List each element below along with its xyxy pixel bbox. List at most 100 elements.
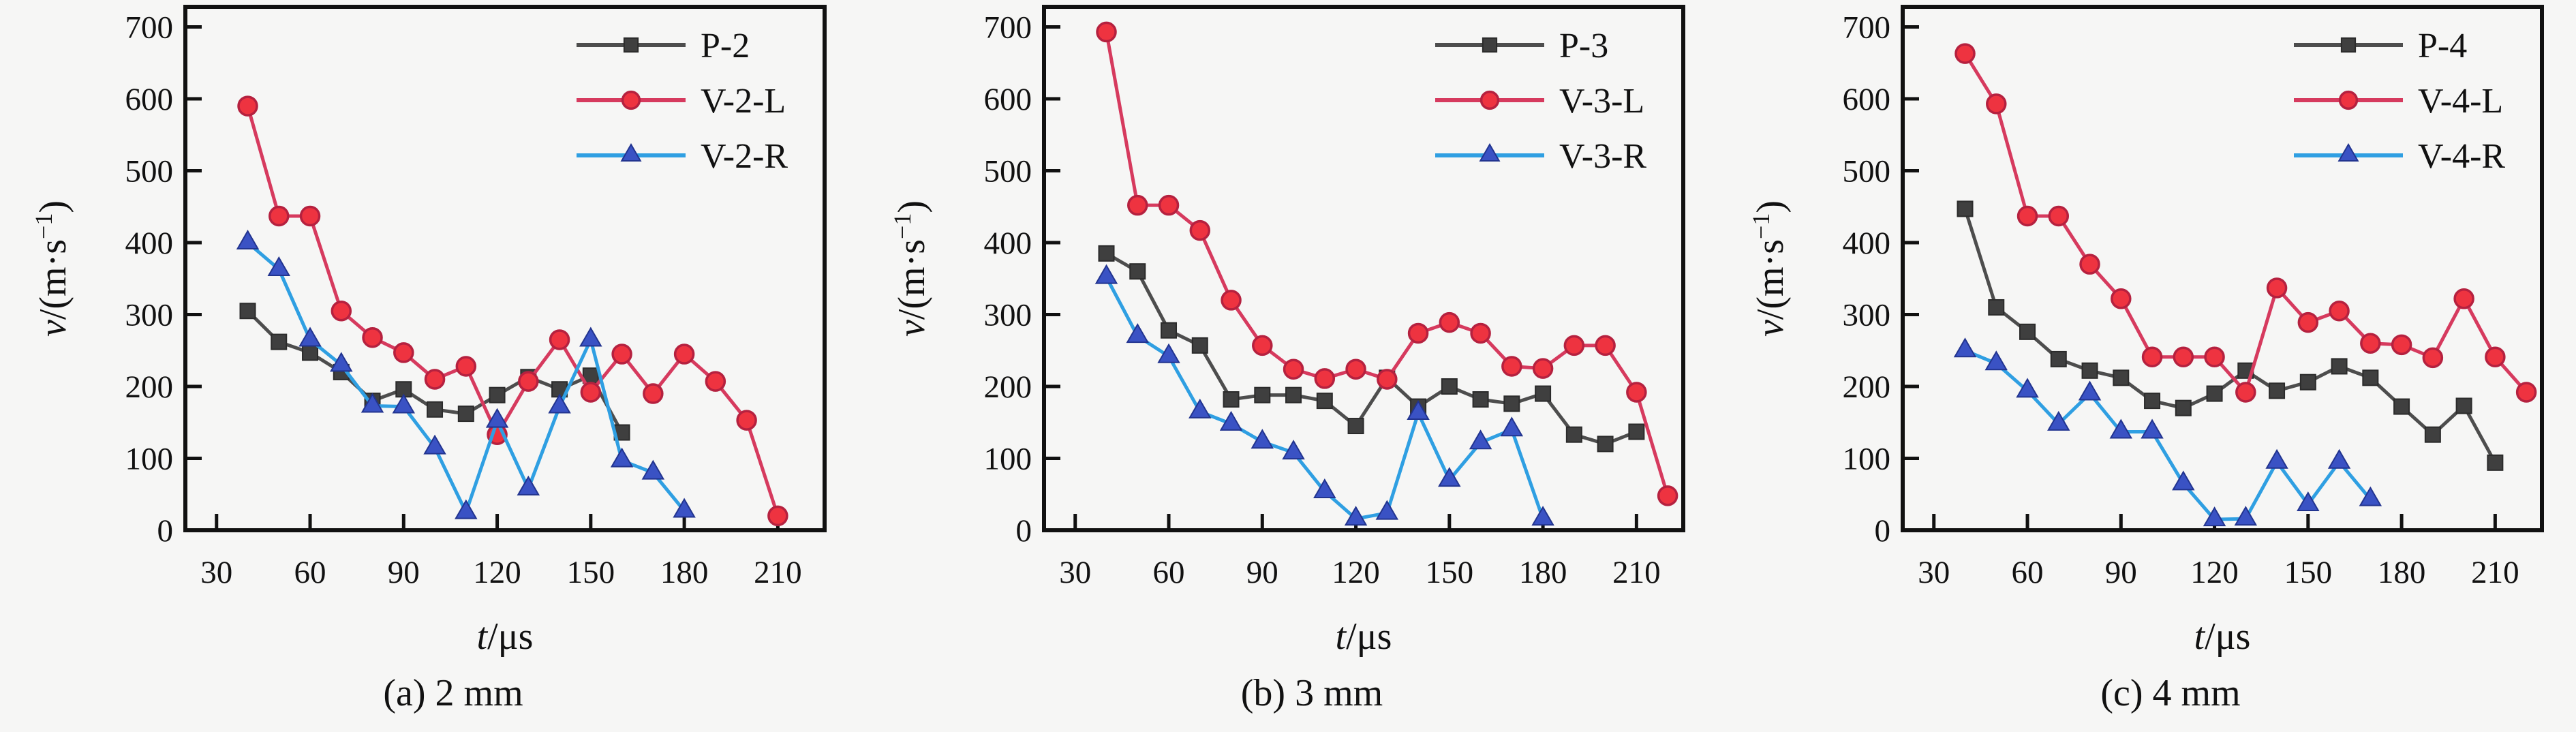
- triangle-marker: [1189, 398, 1212, 418]
- series-P-3: [1098, 245, 1645, 453]
- square-marker: [2487, 454, 2504, 471]
- series-V-3-L: [1096, 21, 1678, 506]
- circle-marker: [1158, 194, 1180, 216]
- circle-marker: [2297, 311, 2319, 333]
- y-tick-label: 600: [1843, 82, 1891, 117]
- legend-label: P-3: [1559, 27, 1608, 65]
- circle-marker: [1626, 382, 1647, 403]
- square-marker: [1129, 263, 1146, 280]
- circle-marker: [1189, 219, 1211, 241]
- chart-caption-a: (a) 2 mm: [383, 672, 523, 714]
- x-tick-label: 60: [2012, 555, 2044, 590]
- circle-marker: [2204, 346, 2225, 368]
- circle-marker: [643, 383, 664, 404]
- x-tick-label: 180: [660, 555, 709, 590]
- series-V-3-R: [1094, 264, 1554, 526]
- triangle-marker: [1375, 500, 1399, 520]
- y-tick-label: 700: [125, 10, 174, 46]
- series-line: [246, 241, 686, 515]
- y-tick-label: 300: [1843, 298, 1891, 333]
- chart-panel-b: 30 60 90 120 150 180 210 0 100 200 300 400 500 600 700…: [859, 0, 1717, 732]
- square-marker: [2362, 369, 2379, 386]
- triangle-marker: [1219, 410, 1243, 431]
- square-marker: [1988, 299, 2005, 316]
- series-P-4: [1957, 200, 2504, 471]
- square-marker: [1223, 391, 1240, 408]
- circle-marker: [1501, 356, 1522, 377]
- square-marker: [2206, 385, 2223, 402]
- y-tick-label: 700: [1843, 10, 1891, 46]
- triangle-marker: [1500, 416, 1524, 437]
- square-marker: [1597, 436, 1614, 453]
- y-tick-label: 700: [984, 10, 1032, 46]
- y-tick-label: 0: [157, 513, 174, 549]
- legend: P-3 V-3-L V-3-R: [1435, 27, 1646, 176]
- triangle-marker: [1479, 143, 1501, 162]
- x-tick-label: 210: [754, 555, 802, 590]
- circle-marker: [2515, 382, 2537, 403]
- x-tick-label: 90: [388, 555, 420, 590]
- chart-b: 30 60 90 120 150 180 210 0 100 200 300 400 500 600 700…: [889, 5, 1685, 658]
- square-marker: [489, 386, 506, 403]
- legend-label: V-4-R: [2418, 137, 2505, 176]
- y-tick-label: 300: [984, 298, 1032, 333]
- x-tick-label: 60: [294, 555, 326, 590]
- circle-marker: [2338, 90, 2359, 110]
- square-marker: [457, 406, 474, 423]
- x-tick-label: 150: [2284, 555, 2333, 590]
- triangle-marker: [2359, 486, 2382, 506]
- x-tick-label: 150: [567, 555, 615, 590]
- square-marker: [1316, 393, 1333, 410]
- x-tick-label: 60: [1153, 555, 1185, 590]
- circle-marker: [1657, 485, 1678, 506]
- y-tick-label: 200: [984, 369, 1032, 405]
- circle-marker: [1252, 335, 1273, 356]
- square-marker: [1254, 386, 1271, 403]
- triangle-marker: [1984, 350, 2008, 371]
- circle-marker: [1096, 21, 1117, 43]
- circle-marker: [2422, 347, 2444, 369]
- plot-border: [183, 5, 827, 532]
- circle-marker: [1314, 368, 1336, 389]
- circle-marker: [1986, 93, 2007, 115]
- x-tick-label: 180: [2378, 555, 2426, 590]
- circle-marker: [705, 371, 726, 392]
- triangle-marker: [236, 230, 260, 250]
- circle-marker: [269, 205, 290, 227]
- triangle-marker: [2297, 491, 2320, 512]
- legend-label: V-2-L: [701, 82, 786, 121]
- circle-marker: [2141, 346, 2163, 368]
- square-marker: [1503, 395, 1520, 412]
- circle-marker: [1563, 335, 1585, 356]
- x-tick-label: 30: [200, 555, 232, 590]
- square-marker: [2144, 393, 2161, 410]
- circle-marker: [2111, 288, 2132, 309]
- triangle-marker: [2265, 448, 2288, 469]
- chart-caption-b: (b) 3 mm: [1240, 672, 1383, 714]
- series-V-2-R: [236, 230, 696, 519]
- circle-marker: [2017, 205, 2038, 227]
- triangle-marker: [2141, 418, 2164, 439]
- square-marker: [239, 303, 256, 320]
- x-tick-label: 210: [1612, 555, 1661, 590]
- triangle-marker: [485, 408, 509, 428]
- circle-marker: [1479, 90, 1500, 110]
- y-tick-label: 200: [1843, 369, 1891, 405]
- legend-label: V-3-R: [1559, 137, 1646, 176]
- triangle-marker: [267, 256, 290, 277]
- circle-marker: [237, 95, 258, 117]
- circle-marker: [580, 382, 602, 403]
- square-marker: [2424, 426, 2441, 443]
- triangle-marker: [1126, 323, 1149, 344]
- triangle-marker: [1282, 440, 1305, 460]
- x-tick-label: 120: [473, 555, 521, 590]
- triangle-marker: [2234, 506, 2258, 526]
- triangle-marker: [1094, 264, 1118, 284]
- square-marker: [1098, 245, 1115, 262]
- chart-c: 30 60 90 120 150 180 210 0 100 200 300 400 500 600 700…: [1747, 5, 2544, 658]
- circle-marker: [424, 369, 446, 390]
- square-marker: [2393, 398, 2410, 415]
- y-tick-label: 600: [984, 82, 1032, 117]
- circle-marker: [1532, 358, 1554, 379]
